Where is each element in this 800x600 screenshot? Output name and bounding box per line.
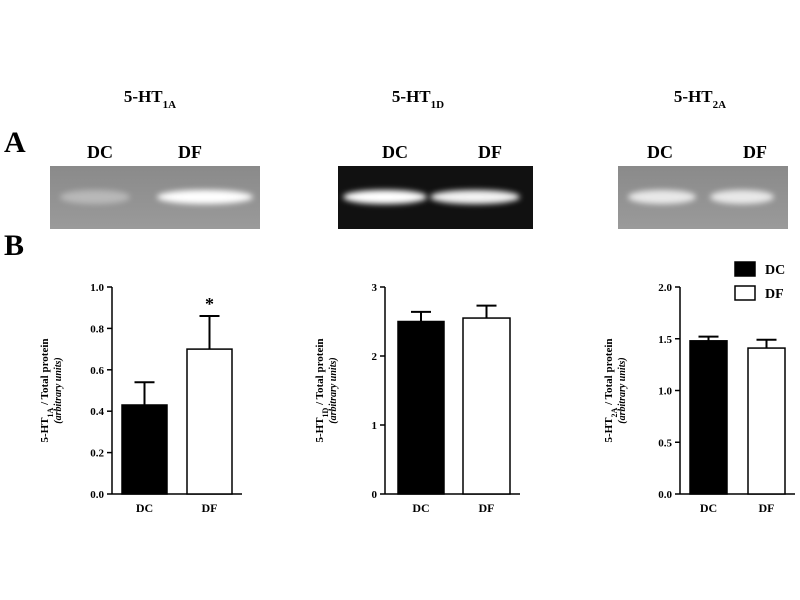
bar <box>121 404 168 495</box>
blot-lane-label: DF <box>743 142 767 162</box>
y-tick-label: 0.6 <box>90 365 104 377</box>
blot-band <box>60 190 130 204</box>
y-label-note: (arbitrary units) <box>328 357 339 423</box>
y-label-line: 5-HT2A / Total protein <box>603 338 619 442</box>
panel-title: 5-HT1A <box>124 87 176 111</box>
y-label-rest: / Total protein <box>314 338 326 407</box>
panel-label: A <box>4 126 26 159</box>
y-tick-label: 1.0 <box>90 282 104 294</box>
y-label-note: (arbitrary units) <box>617 357 628 423</box>
blot-band <box>710 190 774 204</box>
title-main: 5-HT <box>392 87 431 106</box>
title-main: 5-HT <box>674 87 713 106</box>
x-tick-label: DF <box>759 501 775 515</box>
y-label-rest: / Total protein <box>603 338 615 407</box>
title-main: 5-HT <box>124 87 163 106</box>
y-tick-label: 1 <box>372 420 378 432</box>
blot-lane-label: DC <box>647 142 673 162</box>
blot-lane-label: DC <box>87 142 113 162</box>
bar <box>462 317 511 495</box>
y-axis-label: 5-HT1D / Total protein (arbitrary units) <box>314 338 339 442</box>
blot-band <box>343 190 427 204</box>
bar <box>397 320 445 495</box>
blot-lane-label: DC <box>382 142 408 162</box>
y-tick-label: 0.5 <box>658 437 672 449</box>
y-tick-label: 0.2 <box>90 448 104 460</box>
y-label-line: 5-HT1D / Total protein <box>314 338 330 442</box>
y-label-note: (arbitrary units) <box>53 357 64 423</box>
bar <box>689 340 728 495</box>
y-tick-label: 0.8 <box>90 323 104 335</box>
panel-label: B <box>4 229 24 262</box>
y-label-main: 5-HT <box>39 417 51 443</box>
x-tick-label: DC <box>136 501 153 515</box>
y-label-sub: 1A <box>46 407 55 417</box>
annotation: * <box>205 294 214 314</box>
blot-lane-label: DF <box>178 142 202 162</box>
panel-title: 5-HT1D <box>392 87 444 111</box>
legend-label: DC <box>765 263 785 278</box>
x-tick-label: DF <box>202 501 218 515</box>
y-tick-label: 1.5 <box>658 334 672 346</box>
y-label-line: 5-HT1A / Total protein <box>39 338 55 442</box>
title-sub: 2A <box>713 99 727 111</box>
y-label-rest: / Total protein <box>39 338 51 407</box>
blot-band <box>628 190 696 204</box>
legend-swatch <box>734 261 756 277</box>
y-axis-label: 5-HT2A / Total protein (arbitrary units) <box>603 338 628 442</box>
y-tick-label: 2.0 <box>658 282 672 294</box>
y-axis-label: 5-HT1A / Total protein (arbitrary units) <box>39 338 64 442</box>
y-tick-label: 3 <box>372 282 378 294</box>
y-label-sub: 2A <box>610 407 619 417</box>
x-tick-label: DF <box>479 501 495 515</box>
blot-lane-label: DF <box>478 142 502 162</box>
title-sub: 1D <box>431 99 445 111</box>
title-sub: 1A <box>163 99 177 111</box>
bar <box>186 348 233 495</box>
x-tick-label: DC <box>412 501 429 515</box>
y-label-main: 5-HT <box>603 417 615 443</box>
blot-band <box>430 190 520 204</box>
y-tick-label: 0 <box>372 489 378 501</box>
legend-label: DF <box>765 287 784 302</box>
bar <box>747 347 786 495</box>
y-label-main: 5-HT <box>314 417 326 443</box>
y-tick-label: 0.0 <box>658 489 672 501</box>
panel-title: 5-HT2A <box>674 87 726 111</box>
y-tick-label: 1.0 <box>658 386 672 398</box>
legend-swatch <box>734 285 756 301</box>
y-tick-label: 0.0 <box>90 489 104 501</box>
blot-band <box>157 190 253 204</box>
y-tick-label: 2 <box>372 351 378 363</box>
y-label-sub: 1D <box>321 407 330 417</box>
y-tick-label: 0.4 <box>90 406 104 418</box>
x-tick-label: DC <box>700 501 717 515</box>
